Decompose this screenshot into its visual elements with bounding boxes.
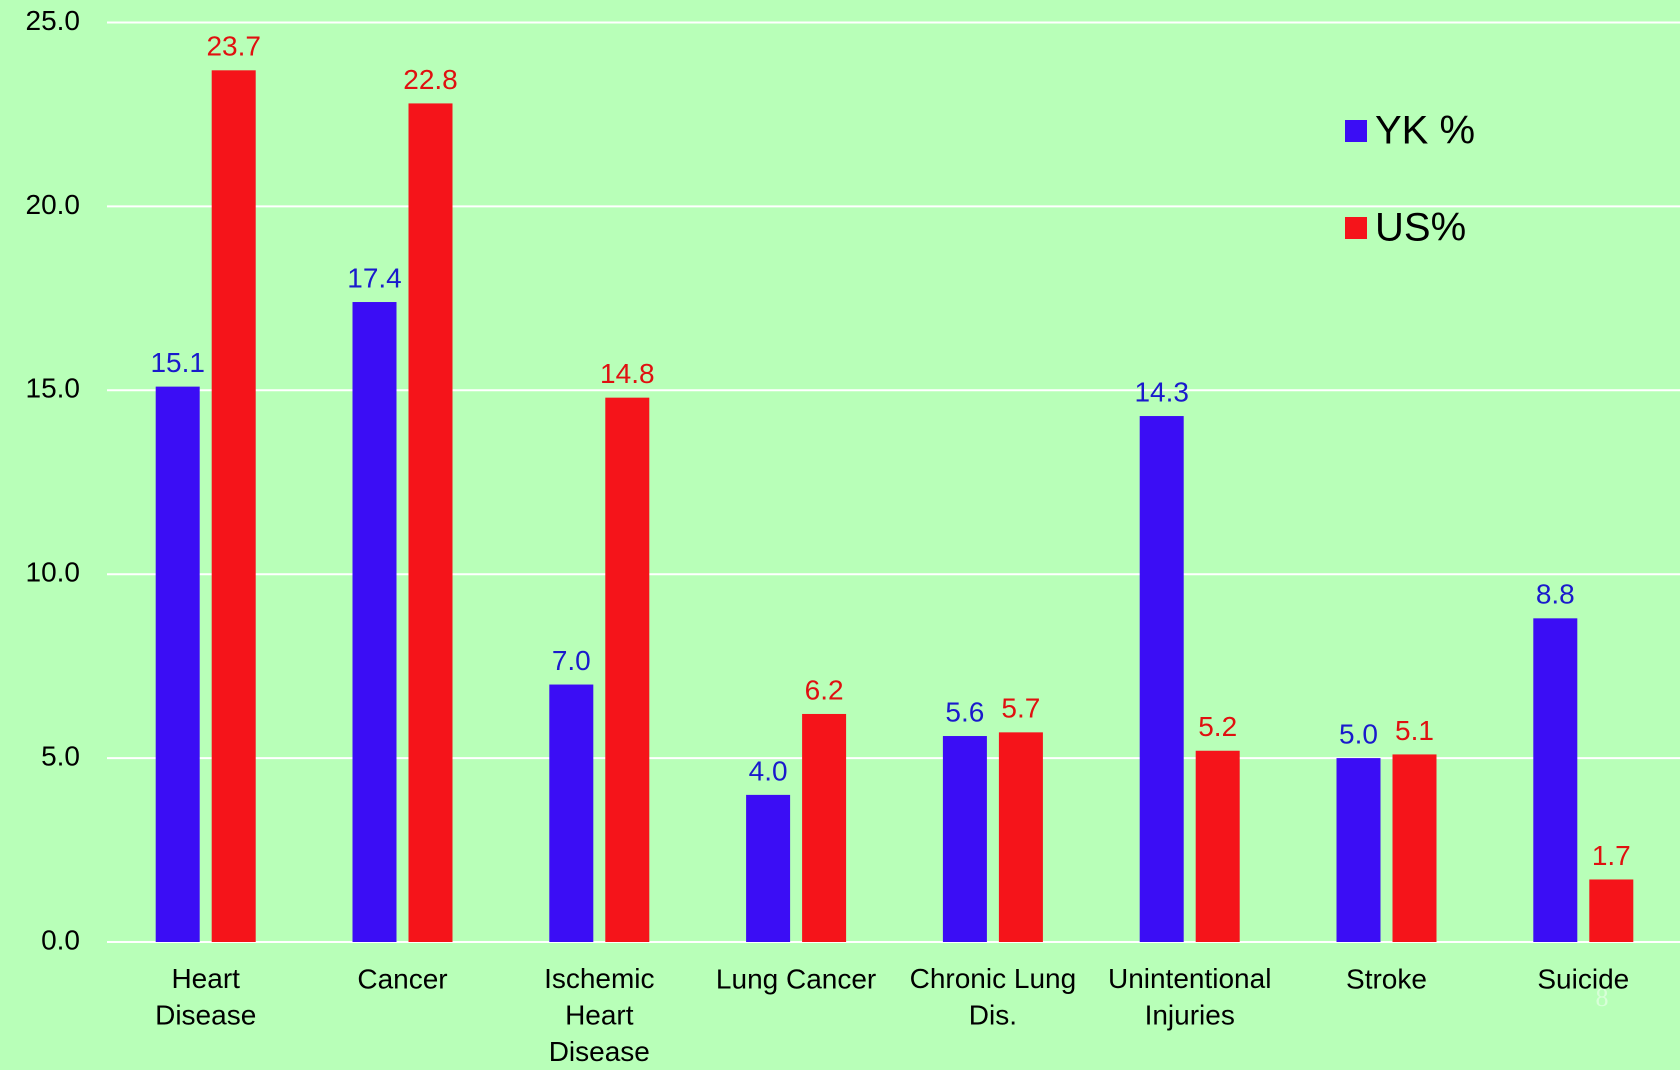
bar (211, 70, 256, 942)
x-tick-label: Chronic Lung Dis. (910, 963, 1077, 1031)
x-tick-label: Stroke (1346, 963, 1427, 994)
value-label: 5.7 (1001, 693, 1040, 724)
x-tick-label: Heart Disease (155, 963, 256, 1031)
value-label: 6.2 (805, 674, 844, 705)
value-label: 5.0 (1339, 718, 1378, 749)
value-label: 7.0 (552, 645, 591, 676)
value-label: 14.8 (600, 358, 655, 389)
value-label: 8.8 (1536, 579, 1575, 610)
y-tick-label: 5.0 (41, 740, 80, 771)
x-tick-label: Ischemic Heart Disease (544, 963, 654, 1067)
bar (1392, 754, 1437, 942)
bar (1533, 618, 1578, 942)
slide-number: 8 (1596, 983, 1609, 1012)
bar (1195, 750, 1240, 942)
bar (1589, 879, 1634, 942)
value-label: 15.1 (150, 347, 205, 378)
bar (155, 386, 200, 942)
y-tick-label: 10.0 (26, 557, 81, 588)
x-tick-label: Suicide (1537, 963, 1629, 994)
bar (1139, 416, 1184, 942)
value-label: 22.8 (403, 64, 458, 95)
value-label: 14.3 (1134, 376, 1189, 407)
bar (998, 732, 1043, 942)
legend-swatch (1345, 217, 1367, 239)
x-tick-label: Unintentional Injuries (1108, 963, 1271, 1031)
value-label: 1.7 (1592, 840, 1631, 871)
y-tick-label: 15.0 (26, 373, 81, 404)
value-label: 17.4 (347, 262, 402, 293)
value-label: 5.6 (945, 696, 984, 727)
legend-label: YK % (1375, 109, 1475, 153)
bar (408, 103, 453, 942)
bar (605, 397, 650, 942)
x-tick-label: Cancer (357, 963, 447, 994)
bar (942, 736, 987, 942)
bar (746, 794, 791, 942)
value-label: 5.1 (1395, 715, 1434, 746)
bar (549, 684, 594, 942)
bar (352, 302, 397, 942)
y-tick-label: 25.0 (26, 5, 81, 36)
legend-swatch (1345, 120, 1367, 142)
y-tick-label: 0.0 (41, 924, 80, 955)
value-label: 23.7 (206, 31, 261, 62)
legend-label: US% (1375, 206, 1466, 250)
bar (802, 713, 847, 942)
value-label: 5.2 (1198, 711, 1237, 742)
y-tick-label: 20.0 (26, 189, 81, 220)
x-tick-label: Lung Cancer (716, 963, 876, 994)
value-label: 4.0 (749, 755, 788, 786)
bar (1336, 758, 1381, 942)
